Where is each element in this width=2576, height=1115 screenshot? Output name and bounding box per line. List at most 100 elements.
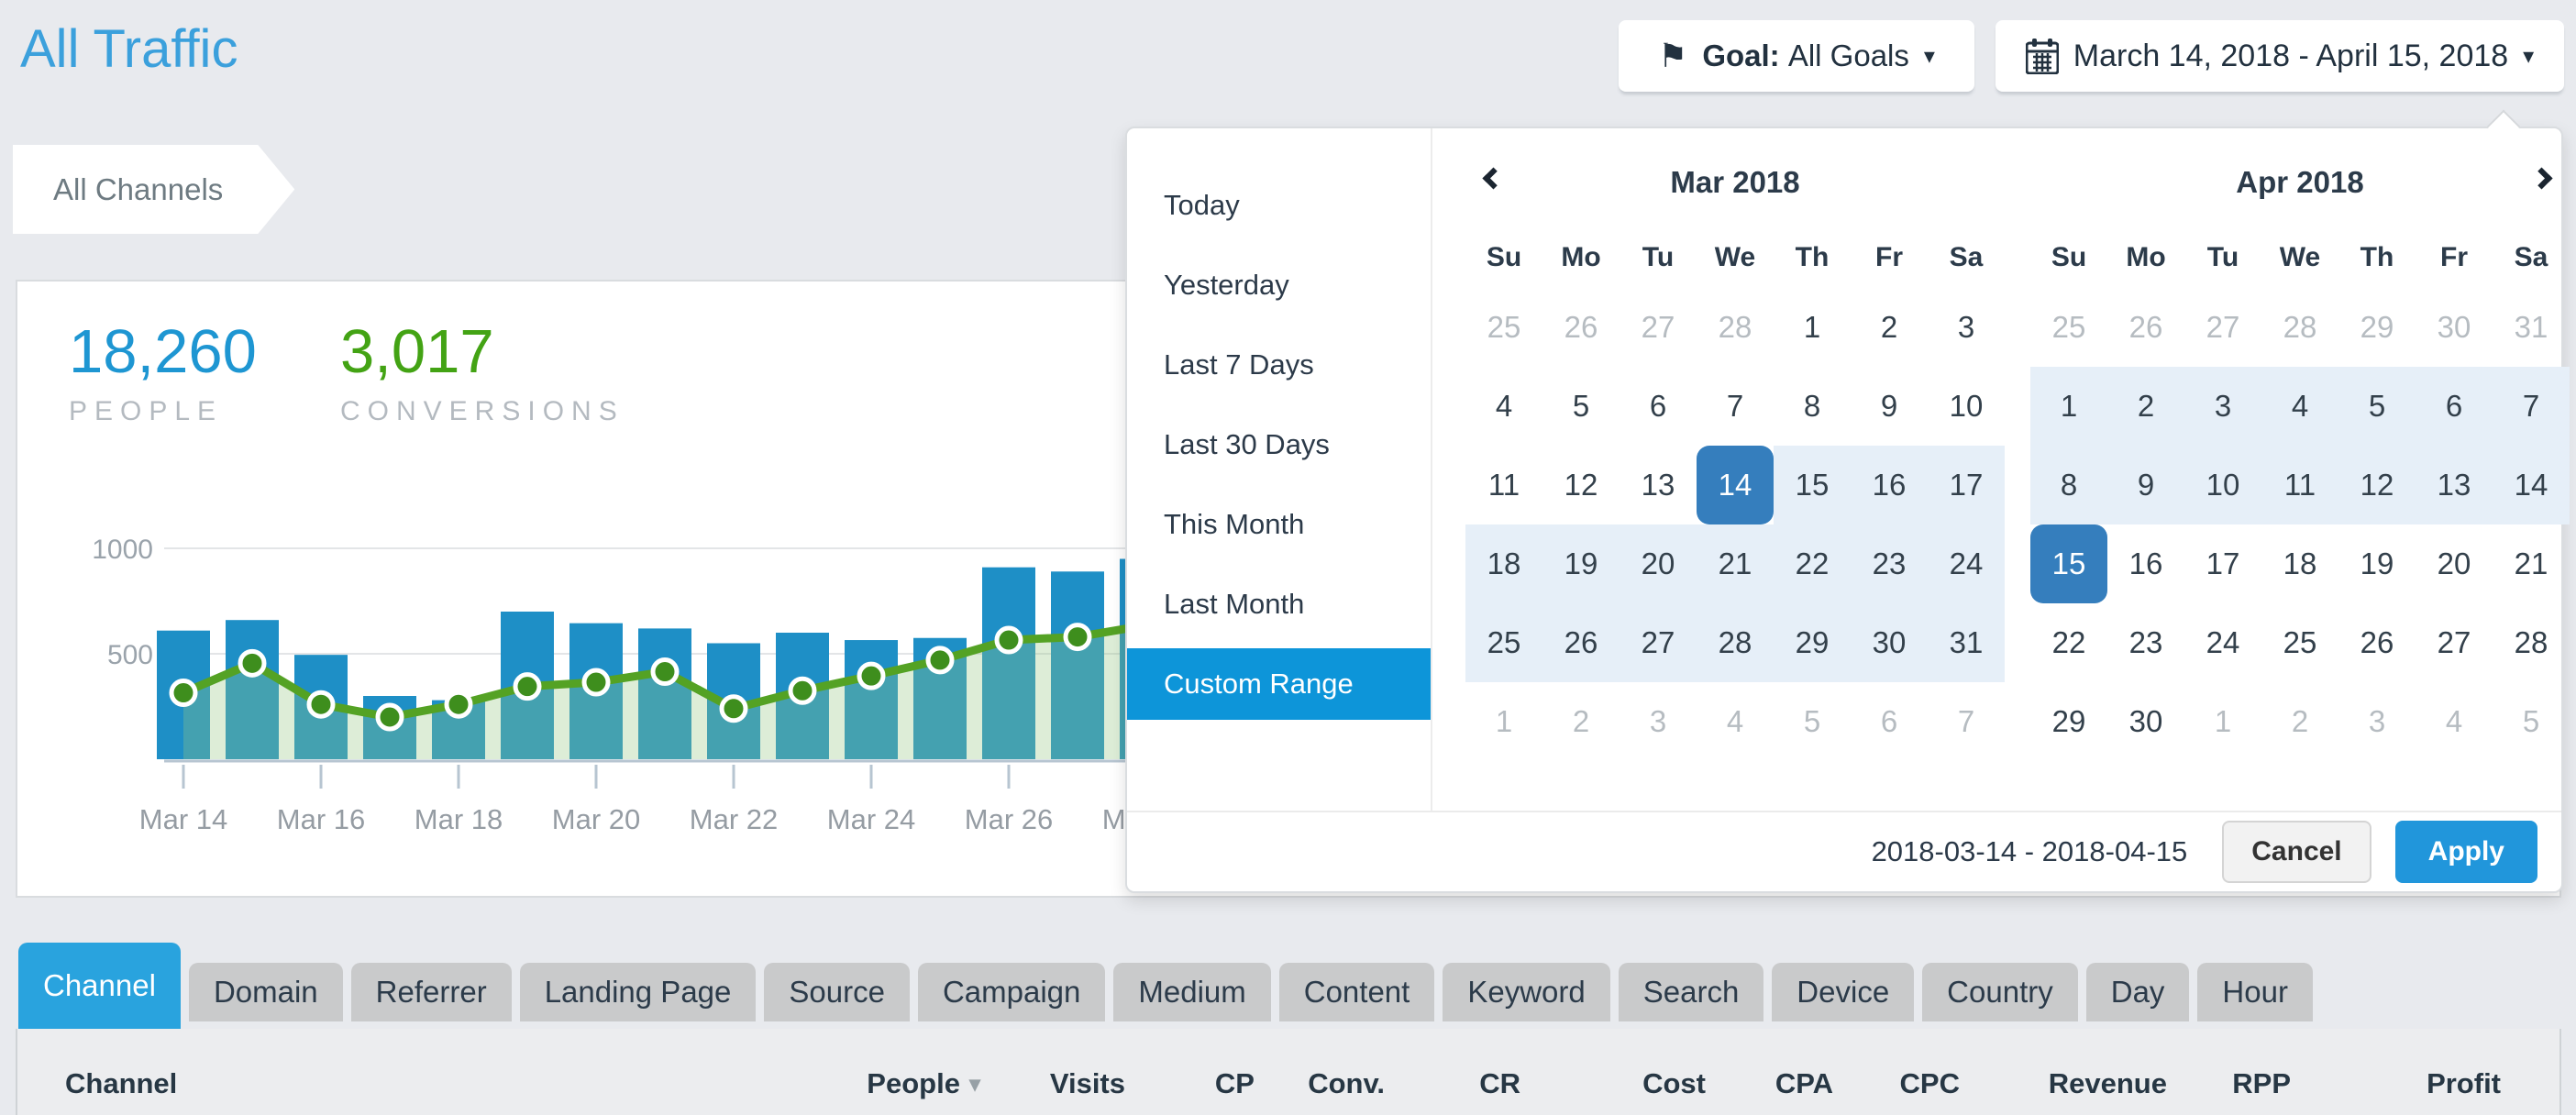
calendar-day[interactable]: 26 — [1564, 310, 1598, 344]
calendar-day[interactable]: 9 — [1880, 389, 1898, 423]
calendar-day[interactable]: 7 — [2493, 367, 2570, 446]
calendar-day[interactable]: 17 — [1928, 446, 2005, 524]
tab-device[interactable]: Device — [1772, 963, 1915, 1021]
tab-referrer[interactable]: Referrer — [350, 963, 512, 1021]
calendar-day[interactable]: 2 — [2107, 367, 2184, 446]
calendar-day[interactable]: 28 — [2283, 310, 2317, 344]
calendar-day[interactable]: 30 — [2437, 310, 2471, 344]
breadcrumb-all-channels[interactable]: All Channels — [13, 145, 294, 234]
calendar-day[interactable]: 14 — [2493, 446, 2570, 524]
chart-bar[interactable] — [638, 628, 691, 759]
chart-line-marker[interactable] — [857, 661, 886, 690]
calendar-day[interactable]: 5 — [2522, 704, 2540, 738]
calendar-day[interactable]: 5 — [2338, 367, 2416, 446]
calendar-day[interactable]: 12 — [1564, 468, 1598, 502]
calendar-day[interactable]: 1 — [1803, 310, 1821, 344]
calendar-day[interactable]: 19 — [2360, 546, 2394, 580]
calendar-day[interactable]: 21 — [2514, 546, 2548, 580]
calendar-day[interactable]: 25 — [1487, 310, 1521, 344]
tab-medium[interactable]: Medium — [1113, 963, 1271, 1021]
calendar-day[interactable]: 20 — [1620, 524, 1697, 603]
calendar-day-selected[interactable]: 14 — [1697, 446, 1774, 524]
column-header-cr[interactable]: CR — [1479, 1067, 1520, 1099]
calendar-day[interactable]: 13 — [1641, 468, 1675, 502]
calendar-day[interactable]: 23 — [1851, 524, 1928, 603]
calendar-day[interactable]: 4 — [1495, 389, 1513, 423]
calendar-day[interactable]: 30 — [1851, 603, 1928, 682]
tab-landing-page[interactable]: Landing Page — [519, 963, 757, 1021]
calendar-day[interactable]: 18 — [2283, 546, 2317, 580]
calendar-day[interactable]: 28 — [1718, 310, 1752, 344]
calendar-day[interactable]: 25 — [1465, 603, 1542, 682]
chart-line-marker[interactable] — [788, 676, 817, 705]
calendar-day[interactable]: 30 — [2128, 704, 2163, 738]
range-option-this-month[interactable]: This Month — [1164, 508, 1305, 540]
calendar-day[interactable]: 27 — [1620, 603, 1697, 682]
calendar-day[interactable]: 27 — [2437, 625, 2471, 659]
calendar-day[interactable]: 24 — [2206, 625, 2240, 659]
calendar-day[interactable]: 7 — [1957, 704, 1975, 738]
column-header-cost[interactable]: Cost — [1642, 1067, 1706, 1099]
calendar-day[interactable]: 2 — [2291, 704, 2309, 738]
calendar-day[interactable]: 1 — [1495, 704, 1513, 738]
calendar-day[interactable]: 4 — [1726, 704, 1744, 738]
column-header-people[interactable]: People ▾ — [867, 1067, 980, 1099]
tab-hour[interactable]: Hour — [2197, 963, 2313, 1021]
range-option-last-month[interactable]: Last Month — [1164, 588, 1305, 620]
calendar-day[interactable]: 1 — [2214, 704, 2232, 738]
calendar-day[interactable]: 24 — [1928, 524, 2005, 603]
tab-country[interactable]: Country — [1922, 963, 2078, 1021]
calendar-day[interactable]: 16 — [2128, 546, 2163, 580]
calendar-day[interactable]: 10 — [2184, 446, 2261, 524]
calendar-day[interactable]: 11 — [1487, 468, 1520, 502]
calendar-day[interactable]: 2 — [1572, 704, 1590, 738]
calendar-day[interactable]: 26 — [1542, 603, 1620, 682]
calendar-day[interactable]: 31 — [2514, 310, 2548, 344]
tab-campaign[interactable]: Campaign — [917, 963, 1106, 1021]
column-header-cpc[interactable]: CPC — [1899, 1067, 1960, 1099]
calendar-day[interactable]: 20 — [2437, 546, 2471, 580]
calendar-day[interactable]: 29 — [1774, 603, 1851, 682]
chart-bar[interactable] — [226, 620, 279, 759]
tab-domain[interactable]: Domain — [188, 963, 343, 1021]
chart-bar[interactable] — [982, 567, 1035, 759]
chart-bar[interactable] — [1051, 571, 1104, 759]
calendar-day[interactable]: 5 — [1572, 389, 1590, 423]
calendar-day[interactable]: 18 — [1465, 524, 1542, 603]
calendar-day[interactable]: 6 — [1649, 389, 1667, 423]
calendar-day[interactable]: 26 — [2128, 310, 2163, 344]
calendar-next-icon[interactable] — [2530, 167, 2553, 190]
calendar-day[interactable]: 3 — [1649, 704, 1667, 738]
calendar-day[interactable]: 9 — [2107, 446, 2184, 524]
chart-line-marker[interactable] — [238, 648, 267, 678]
calendar-day[interactable]: 2 — [1880, 310, 1898, 344]
column-header-rpp[interactable]: RPP — [2232, 1067, 2291, 1099]
calendar-day[interactable]: 8 — [2030, 446, 2107, 524]
calendar-day[interactable]: 11 — [2261, 446, 2338, 524]
column-header-conv[interactable]: Conv. — [1308, 1067, 1385, 1099]
calendar-prev-icon[interactable] — [1482, 167, 1505, 190]
calendar-day[interactable]: 6 — [2416, 367, 2493, 446]
column-header-channel[interactable]: Channel — [65, 1067, 178, 1099]
range-option-custom-range[interactable]: Custom Range — [1127, 648, 1431, 720]
calendar-day[interactable]: 25 — [2051, 310, 2086, 344]
calendar-day[interactable]: 1 — [2030, 367, 2107, 446]
tab-day[interactable]: Day — [2085, 963, 2190, 1021]
column-header-visits[interactable]: Visits — [1049, 1067, 1125, 1099]
chart-line-marker[interactable] — [444, 690, 473, 719]
chart-line-marker[interactable] — [925, 646, 955, 675]
calendar-day[interactable]: 28 — [2514, 625, 2548, 659]
chart-line-marker[interactable] — [650, 657, 680, 687]
calendar-day[interactable]: 4 — [2261, 367, 2338, 446]
range-option-last-7-days[interactable]: Last 7 Days — [1164, 348, 1314, 381]
column-header-cp[interactable]: CP — [1214, 1067, 1255, 1099]
chart-bar[interactable] — [845, 640, 898, 759]
calendar-day[interactable]: 25 — [2283, 625, 2317, 659]
tab-source[interactable]: Source — [764, 963, 910, 1021]
tab-channel[interactable]: Channel — [18, 943, 181, 1029]
range-option-today[interactable]: Today — [1164, 189, 1240, 221]
tab-search[interactable]: Search — [1618, 963, 1764, 1021]
calendar-day[interactable]: 19 — [1542, 524, 1620, 603]
calendar-day[interactable]: 3 — [2368, 704, 2386, 738]
calendar-day-selected[interactable]: 15 — [2030, 524, 2107, 603]
